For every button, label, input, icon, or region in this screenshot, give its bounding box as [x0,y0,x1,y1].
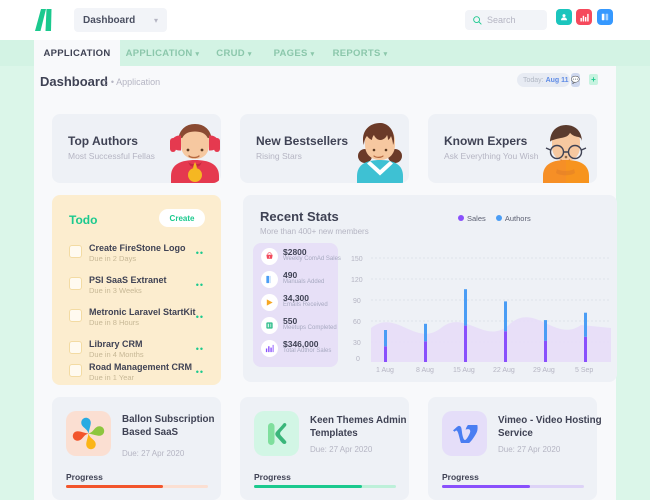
svg-text:15 Aug: 15 Aug [453,367,475,374]
svg-text:30: 30 [353,340,361,347]
svg-text:22 Aug: 22 Aug [493,367,515,374]
svg-text:0: 0 [356,356,360,363]
svg-text:8 Aug: 8 Aug [416,367,434,374]
svg-text:150: 150 [351,256,363,263]
svg-text:29 Aug: 29 Aug [533,367,555,374]
svg-text:120: 120 [351,277,363,284]
svg-text:90: 90 [353,298,361,305]
svg-text:5 Sep: 5 Sep [575,367,593,374]
svg-text:1 Aug: 1 Aug [376,367,394,374]
svg-text:60: 60 [353,319,361,326]
